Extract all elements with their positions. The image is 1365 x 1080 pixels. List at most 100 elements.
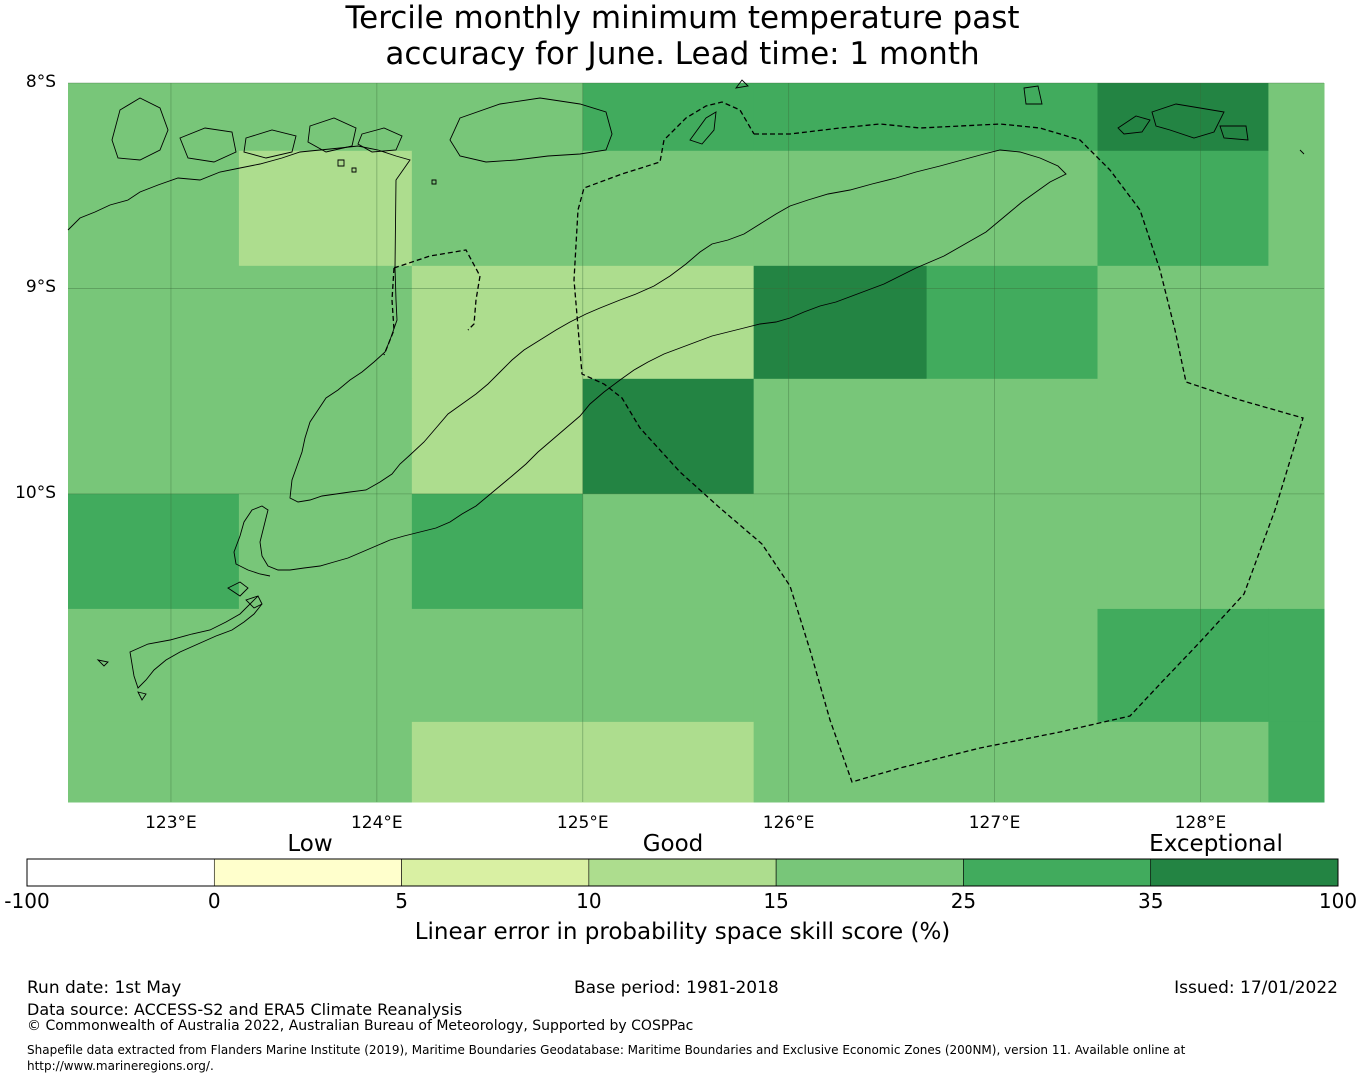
skill-cell xyxy=(411,608,584,723)
colorbar-tick-label: 25 xyxy=(950,889,977,913)
skill-cell xyxy=(753,608,928,723)
skill-cell xyxy=(582,493,755,610)
skill-cell xyxy=(582,150,755,267)
coastline-rote-island xyxy=(96,581,263,701)
title-line-2: accuracy for June. Lead time: 1 month xyxy=(385,36,980,72)
skill-cell xyxy=(1097,150,1269,267)
colorbar-tick-label: 100 xyxy=(1318,889,1358,913)
base-period: Base period: 1981-2018 xyxy=(574,978,779,998)
skill-cell xyxy=(68,265,240,380)
coastline-small-islets xyxy=(337,79,1305,185)
skill-cell xyxy=(1097,265,1269,380)
skill-cell xyxy=(582,378,755,495)
coastline-leti-islands xyxy=(1023,85,1249,141)
chart-title: Tercile monthly minimum temperature past… xyxy=(0,0,1365,72)
skill-cell xyxy=(926,493,1099,610)
skill-cell xyxy=(926,378,1099,495)
skill-cell xyxy=(68,608,240,723)
skill-cell xyxy=(411,493,584,610)
skill-cell xyxy=(1097,378,1269,495)
skill-cell xyxy=(1268,150,1325,267)
skill-cell xyxy=(68,721,240,803)
run-date: Run date: 1st May xyxy=(27,978,182,998)
eez-boundary-east-timor xyxy=(573,101,1304,783)
skill-cell xyxy=(68,378,240,495)
skill-cell xyxy=(1097,721,1269,803)
skill-cell xyxy=(238,493,413,610)
skill-cell xyxy=(68,150,240,267)
skill-cell xyxy=(926,83,1099,152)
shapefile-credit-line-1: Shapefile data extracted from Flanders M… xyxy=(27,1043,1186,1057)
skill-cell xyxy=(1268,83,1325,152)
skill-cell xyxy=(1097,493,1269,610)
skill-cell xyxy=(411,150,584,267)
latitude-label: 9°S xyxy=(25,277,56,298)
skill-cell xyxy=(1268,721,1325,803)
longitude-label: 123°E xyxy=(145,813,197,833)
skill-cell xyxy=(1268,378,1325,495)
skill-cell xyxy=(411,265,584,380)
skill-cell xyxy=(582,721,755,803)
coastline-wetar-island xyxy=(449,97,613,163)
latitude-label: 8°S xyxy=(25,72,56,92)
graticule xyxy=(68,82,1324,802)
skill-grid-cells xyxy=(68,83,1325,803)
eez-boundary-oecusse-west xyxy=(383,267,395,356)
skill-cell xyxy=(753,83,928,152)
longitude-label: 128°E xyxy=(1174,813,1227,833)
colorbar-tick-label: 5 xyxy=(395,889,408,913)
skill-cell xyxy=(926,150,1099,267)
skill-cell xyxy=(926,608,1099,723)
skill-cell xyxy=(1097,83,1269,152)
skill-cell xyxy=(753,150,928,267)
skill-cell xyxy=(238,378,413,495)
skill-cell xyxy=(411,83,584,152)
issued-date: Issued: 17/01/2022 xyxy=(1174,978,1338,998)
data-source: Data source: ACCESS-S2 and ERA5 Climate … xyxy=(27,1000,463,1019)
coastline-timor-island xyxy=(67,145,1067,577)
skill-cell xyxy=(411,378,584,495)
skill-cell xyxy=(1268,493,1325,610)
longitude-label: 125°E xyxy=(556,813,609,833)
skill-cell xyxy=(1097,608,1269,723)
eez-boundary-oecusse xyxy=(393,249,481,331)
copyright: © Commonwealth of Australia 2022, Austra… xyxy=(27,1018,694,1034)
colorbar-tick-label: 10 xyxy=(576,889,602,913)
latitude-label: 10°S xyxy=(15,482,56,503)
skill-cell xyxy=(68,493,240,610)
skill-cell xyxy=(753,265,928,380)
colorbar-category-good: Good xyxy=(642,831,704,857)
skill-cell xyxy=(926,721,1099,803)
skill-cell xyxy=(582,83,755,152)
skill-cell xyxy=(753,721,928,803)
skill-cell xyxy=(582,265,755,380)
colorbar-title: Linear error in probability space skill … xyxy=(414,919,951,945)
skill-cell xyxy=(238,721,413,803)
coastline-atauro-island xyxy=(689,111,717,145)
colorbar-tick-label: -100 xyxy=(4,889,50,913)
colorbar-category-low: Low xyxy=(287,831,333,857)
colorbar-tick-label: 35 xyxy=(1137,889,1164,913)
title-line-1: Tercile monthly minimum temperature past xyxy=(345,0,1020,36)
longitude-label: 124°E xyxy=(350,813,403,833)
skill-cell xyxy=(753,493,928,610)
colorbar-tick-label: 0 xyxy=(207,889,221,913)
skill-cell xyxy=(238,83,413,152)
skill-cell xyxy=(238,608,413,723)
shapefile-credit: Shapefile data extracted from Flanders M… xyxy=(27,1042,1185,1074)
colorbar-tick-label: 15 xyxy=(763,889,789,913)
maritime-boundaries xyxy=(383,101,1304,783)
longitude-label: 127°E xyxy=(968,813,1021,833)
skill-cell xyxy=(68,83,240,152)
coastline-alor-islands xyxy=(111,97,403,163)
skill-cell xyxy=(753,378,928,495)
skill-cell xyxy=(582,608,755,723)
coastlines xyxy=(67,79,1305,701)
skill-cell xyxy=(411,721,584,803)
longitude-label: 126°E xyxy=(762,813,815,833)
skill-cell xyxy=(926,265,1099,380)
skill-cell xyxy=(1268,265,1325,380)
skill-cell xyxy=(238,265,413,380)
skill-cell xyxy=(238,150,413,267)
shapefile-credit-line-2: http://www.marineregions.org/. xyxy=(27,1059,214,1073)
